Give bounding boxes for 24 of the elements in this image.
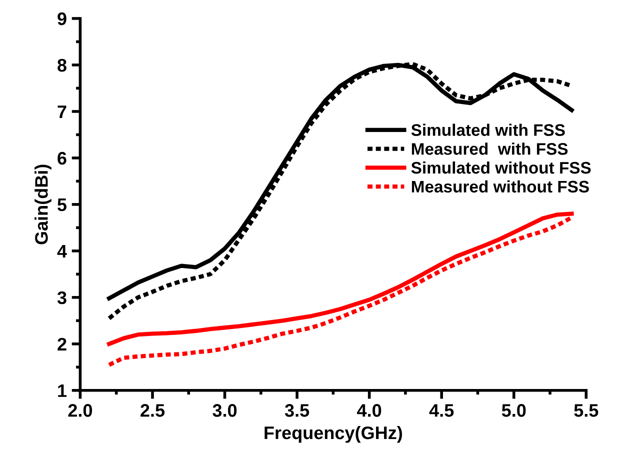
- x-tick-label: 2.0: [68, 404, 92, 417]
- line-series: [107, 215, 574, 367]
- y-tick-label: 7: [58, 106, 66, 118]
- y-tick-label: 1: [58, 384, 67, 397]
- legend-label: Simulated with FSS: [411, 124, 565, 136]
- y-tick-label: 3: [57, 291, 66, 304]
- y-tick-label: 2: [58, 338, 66, 350]
- x-tick-label: 3.5: [284, 404, 310, 417]
- x-tick-label: 5.0: [502, 404, 526, 417]
- x-axis-title: Frequency(GHz): [264, 426, 402, 443]
- x-tick-label: 2.5: [140, 404, 165, 417]
- y-tick-label: 8: [58, 58, 66, 72]
- legend-label: Measured with FSS: [412, 142, 568, 155]
- legend-label: Simulated without FSS: [411, 161, 591, 174]
- y-tick-label: 5: [58, 198, 67, 212]
- y-tick-label: 6: [58, 152, 66, 165]
- y-axis-title: Gain(dBi): [34, 164, 52, 244]
- x-tick-label: 4.0: [357, 404, 382, 417]
- legend-label: Measured without FSS: [412, 180, 589, 193]
- x-tick-label: 5.5: [574, 404, 598, 417]
- x-tick-label: 4.5: [429, 404, 454, 417]
- y-tick-label: 9: [58, 12, 66, 26]
- y-tick-label: 4: [57, 245, 67, 258]
- x-tick-label: 3.0: [212, 404, 237, 417]
